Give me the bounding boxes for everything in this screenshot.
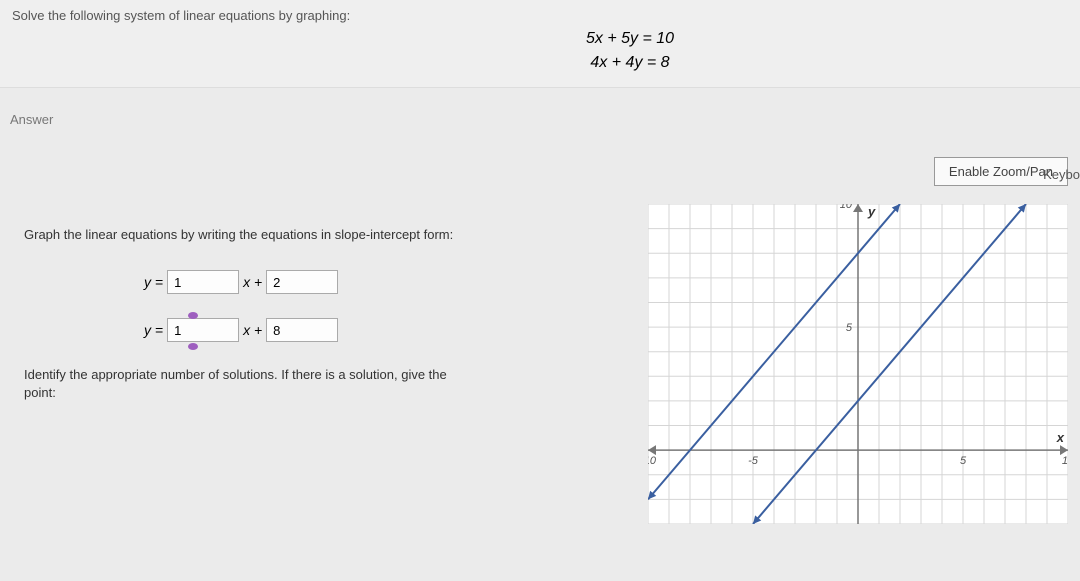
equation-block: 5x + 5y = 10 4x + 4y = 8 bbox=[192, 27, 1068, 75]
equation-2: 4x + 4y = 8 bbox=[192, 51, 1068, 75]
slope-input-1[interactable] bbox=[167, 270, 239, 294]
equation-1: 5x + 5y = 10 bbox=[192, 27, 1068, 51]
svg-text:x: x bbox=[1056, 430, 1065, 445]
equation-input-row-1: y = x + bbox=[144, 270, 628, 294]
intercept-input-1[interactable] bbox=[266, 270, 338, 294]
keyboard-hint[interactable]: Keybo bbox=[1043, 167, 1080, 182]
answer-section-label: Answer bbox=[0, 88, 1080, 127]
svg-text:5: 5 bbox=[960, 455, 967, 467]
svg-text:10: 10 bbox=[1062, 455, 1068, 467]
intercept-input-2[interactable] bbox=[266, 318, 338, 342]
x-plus-label: x + bbox=[243, 274, 262, 290]
handle-dot-icon[interactable] bbox=[188, 312, 198, 319]
x-plus-label: x + bbox=[243, 322, 262, 338]
handle-dot-icon[interactable] bbox=[188, 343, 198, 350]
y-equals-label: y = bbox=[144, 274, 163, 290]
slope-input-2[interactable] bbox=[167, 318, 239, 342]
svg-text:-10: -10 bbox=[648, 455, 657, 467]
equation-input-row-2: y = x + bbox=[144, 318, 628, 342]
solutions-instruction: Identify the appropriate number of solut… bbox=[24, 366, 628, 402]
svg-text:-5: -5 bbox=[748, 455, 759, 467]
y-equals-label: y = bbox=[144, 322, 163, 338]
slope-intercept-instruction: Graph the linear equations by writing th… bbox=[24, 227, 628, 242]
svg-text:5: 5 bbox=[846, 322, 853, 334]
question-prompt: Solve the following system of linear equ… bbox=[12, 8, 1068, 23]
svg-text:10: 10 bbox=[840, 204, 853, 211]
svg-text:y: y bbox=[867, 204, 876, 219]
graph-area[interactable]: -10 -5 5 10 5 10 y x bbox=[648, 204, 1068, 524]
